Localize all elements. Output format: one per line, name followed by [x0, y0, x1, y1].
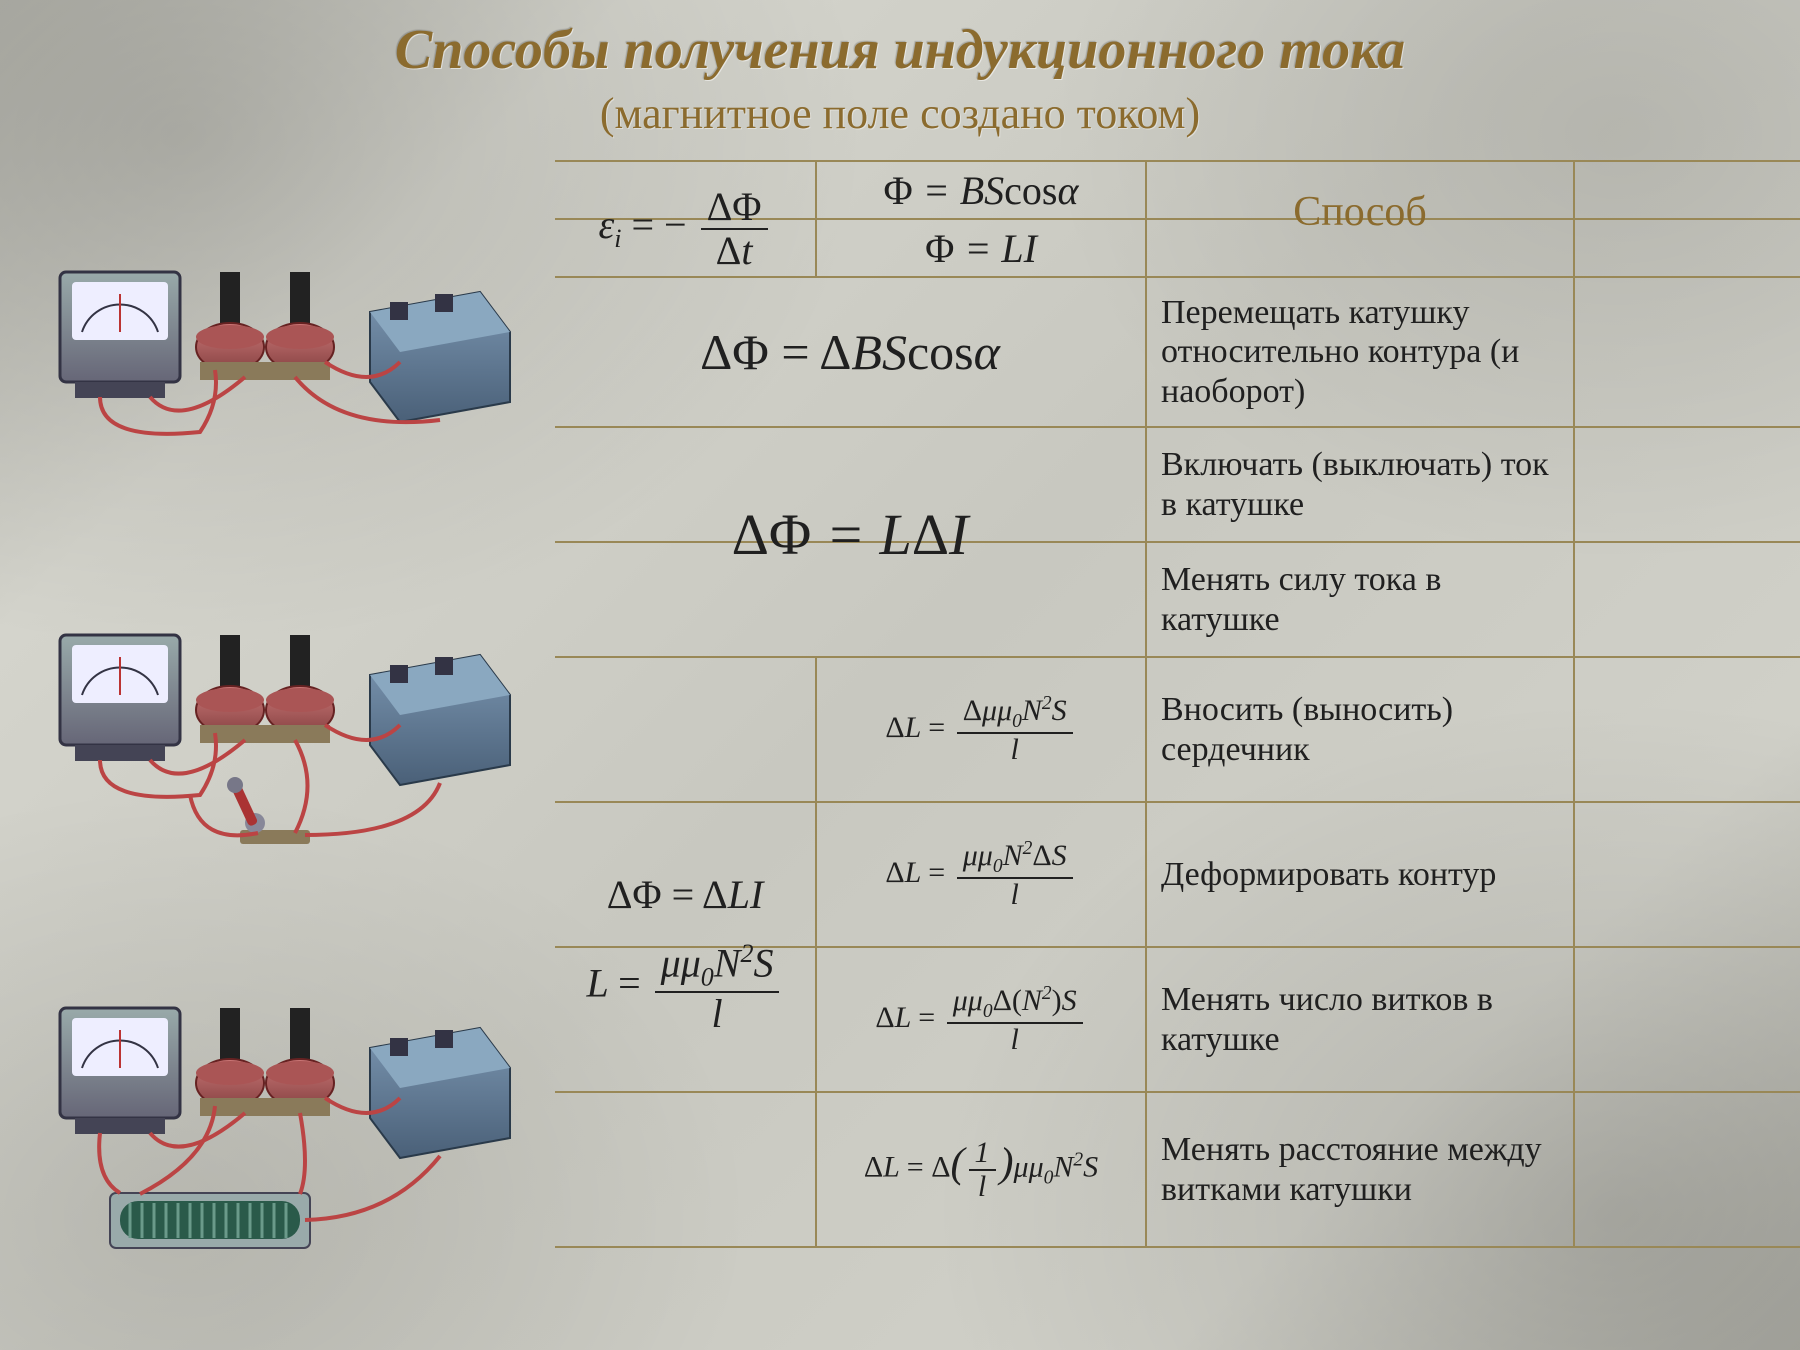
row2-method-b: Менять силу тока в катушке — [1145, 543, 1575, 656]
row3-sub1-method: Вносить (выносить) сердечник — [1145, 658, 1575, 801]
row3-sub2-method: Деформировать контур — [1145, 803, 1575, 946]
row3-sub4-formula: ΔL = Δ(1l)μμ0N2S — [815, 1093, 1145, 1246]
page-title: Способы получения индукционного тока — [60, 18, 1740, 82]
flux2-formula: Φ = LI — [815, 220, 1145, 276]
row1-method: Перемещать катушку относительно контура … — [1145, 278, 1575, 426]
flux1-formula: Φ = BScosα — [815, 162, 1145, 218]
emf-formula: εi = − ΔΦΔt — [555, 220, 815, 276]
row3-sub4-method: Менять расстояние между витками катушки — [1145, 1093, 1575, 1246]
setup-3 — [40, 968, 520, 1268]
row3-sub3-formula: ΔL = μμ0Δ(N2)Sl — [815, 948, 1145, 1091]
row3-left-formulas: ΔΦ = ΔLI L = μμ0N2Sl — [555, 1093, 815, 1246]
formula-table: Φ = BScosα εi = − ΔΦΔt Φ = LI Способ ΔΦ … — [555, 160, 1800, 1330]
row3-sub3-method: Менять число витков в катушке — [1145, 948, 1575, 1091]
row3-sub2-formula: ΔL = μμ0N2ΔSl — [815, 803, 1145, 946]
page-subtitle: (магнитное поле создано током) — [60, 88, 1740, 139]
setup-2 — [40, 585, 520, 885]
illustrations-column — [40, 160, 540, 1310]
row2-formula: ΔΦ = LΔI — [555, 543, 1145, 656]
row3-sub1-formula: ΔL = Δμμ0N2Sl — [815, 658, 1145, 801]
setup-1 — [40, 202, 520, 502]
row1-formula: ΔΦ = ΔBScosα — [555, 278, 1145, 426]
method-header: Способ — [1145, 220, 1575, 276]
row2-method-a: Включать (выключать) ток в катушке — [1145, 428, 1575, 541]
